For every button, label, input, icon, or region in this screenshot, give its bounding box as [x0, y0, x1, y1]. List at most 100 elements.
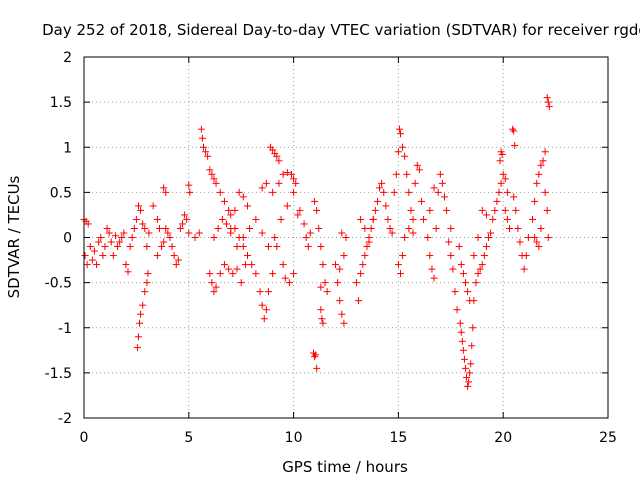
data-point	[503, 215, 511, 223]
data-point	[541, 148, 549, 156]
data-point	[313, 206, 321, 214]
data-point	[204, 152, 212, 160]
data-point	[86, 243, 94, 251]
data-point	[516, 238, 524, 246]
data-point	[114, 243, 122, 251]
data-point	[275, 157, 283, 165]
data-point	[323, 288, 331, 296]
data-point	[212, 283, 220, 291]
data-point	[430, 274, 438, 282]
data-point	[511, 141, 519, 149]
data-point	[501, 206, 509, 214]
data-point	[430, 184, 438, 192]
data-point	[367, 224, 375, 232]
data-point	[302, 234, 310, 241]
x-tick-label: 15	[389, 430, 407, 446]
data-point	[99, 252, 107, 260]
data-point	[90, 247, 98, 255]
data-point	[338, 229, 346, 237]
data-point	[342, 234, 350, 241]
data-point	[139, 220, 147, 228]
data-point	[447, 224, 455, 232]
data-point	[168, 243, 176, 251]
y-tick-label: 1.5	[50, 95, 72, 111]
data-point	[420, 215, 428, 223]
data-point	[306, 229, 314, 237]
data-point	[467, 360, 475, 368]
data-point	[283, 169, 291, 177]
data-point	[144, 270, 152, 278]
data-point	[340, 319, 348, 327]
x-tick-label: 10	[285, 430, 303, 446]
data-point	[239, 243, 247, 251]
data-point	[455, 243, 463, 251]
data-point	[395, 125, 403, 133]
data-point	[474, 270, 482, 278]
data-point	[476, 265, 484, 273]
data-point	[399, 252, 407, 260]
data-point	[237, 279, 245, 287]
data-point	[195, 229, 203, 237]
data-point	[162, 224, 170, 232]
data-point	[139, 301, 147, 309]
data-point	[407, 206, 415, 214]
data-point	[426, 252, 434, 260]
data-point	[470, 252, 478, 260]
data-point	[83, 261, 91, 269]
y-tick-labels: -2 -1.5 -1 -0.5 0 0.5 1 1.5 2	[45, 50, 72, 427]
data-point	[191, 234, 199, 241]
data-point	[332, 261, 340, 269]
data-point	[434, 188, 442, 196]
data-point	[311, 197, 319, 205]
data-point	[338, 310, 346, 318]
data-point	[458, 337, 466, 345]
data-point	[482, 243, 490, 251]
data-point	[541, 188, 549, 196]
data-point	[227, 224, 235, 232]
data-point	[510, 127, 518, 135]
data-point	[111, 232, 119, 240]
data-point	[514, 224, 522, 232]
data-point	[101, 243, 109, 251]
data-point	[155, 224, 163, 232]
data-point	[396, 130, 404, 138]
data-point	[318, 315, 326, 323]
data-point	[491, 206, 499, 214]
data-point	[535, 243, 543, 251]
data-point	[269, 188, 277, 196]
y-axis-label: SDTVAR / TECUs	[5, 175, 23, 298]
data-point	[524, 234, 532, 241]
data-point	[185, 229, 193, 237]
data-point	[470, 297, 478, 305]
data-point	[396, 270, 404, 278]
data-point	[361, 224, 369, 232]
data-point	[208, 170, 216, 178]
data-point	[459, 346, 467, 354]
data-point	[252, 270, 260, 278]
data-point	[258, 184, 266, 192]
data-points	[80, 94, 553, 390]
data-point	[464, 288, 472, 296]
plot-frame	[83, 56, 609, 419]
data-point	[185, 181, 193, 189]
data-point	[218, 215, 226, 223]
data-point	[359, 261, 367, 269]
data-point	[453, 306, 461, 314]
data-point	[132, 215, 140, 223]
data-point	[153, 215, 161, 223]
data-point	[357, 215, 365, 223]
data-point	[531, 197, 539, 205]
data-point	[386, 224, 394, 232]
data-point	[465, 378, 473, 386]
data-point	[136, 319, 144, 327]
data-point	[296, 206, 304, 214]
data-point	[239, 193, 247, 201]
data-point	[478, 206, 486, 214]
data-point	[149, 202, 157, 210]
data-point	[264, 243, 272, 251]
data-point	[260, 315, 268, 323]
data-point	[292, 179, 300, 187]
data-point	[277, 215, 285, 223]
data-point	[313, 364, 321, 372]
data-point	[336, 265, 344, 273]
